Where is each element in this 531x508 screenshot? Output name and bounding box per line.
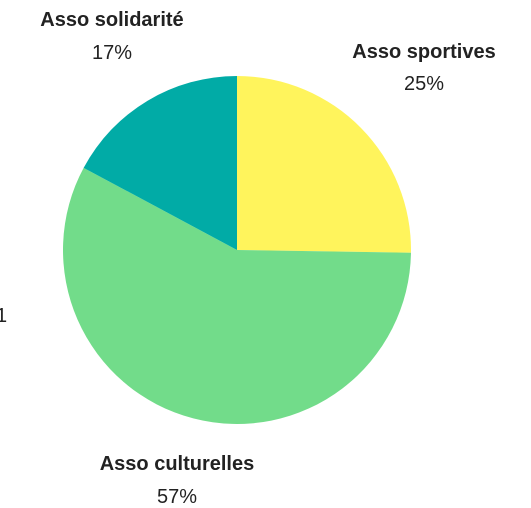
- slice-labels: Asso sportives 25% Asso culturelles 57% Asso…: [40, 9, 495, 508]
- slice-name-label: Asso culturelles: [100, 453, 255, 475]
- slice-name-label: Asso sportives: [352, 41, 495, 63]
- slice-percent-label: 25%: [404, 73, 444, 95]
- pie-slices: [63, 76, 412, 424]
- slice-percent-label: 57%: [157, 486, 197, 508]
- pie-slice-asso-sportives: [237, 76, 412, 253]
- cut-off-label-fragment: 1: [0, 305, 7, 327]
- pie-slice-asso-solidarit: [83, 76, 237, 250]
- slice-name-label: Asso solidarité: [40, 9, 183, 31]
- pie-slice-asso-culturelles: [63, 167, 411, 424]
- slice-percent-label: 17%: [92, 42, 132, 64]
